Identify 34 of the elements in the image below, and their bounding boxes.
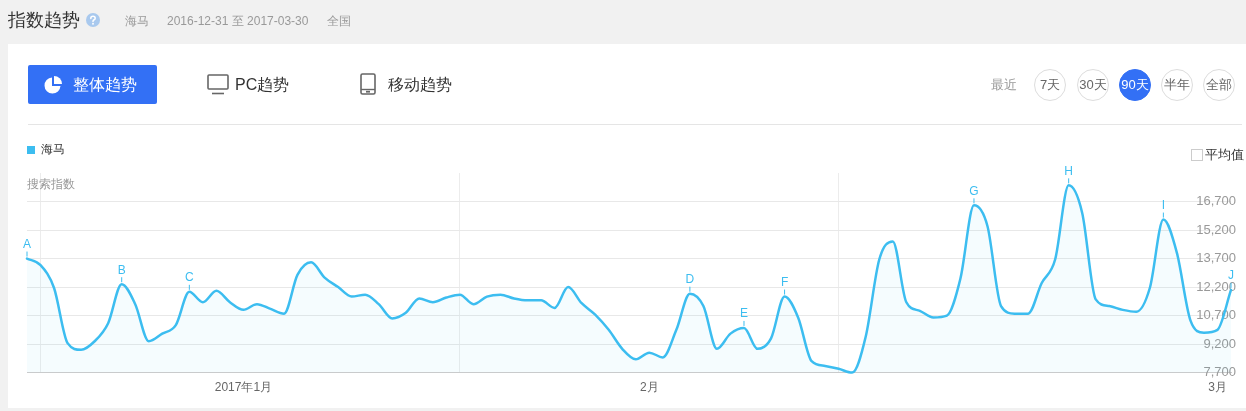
chart-subtitle: 2016-12-31 至 2017-03-30 (167, 14, 309, 28)
x-tick-label: 3月 (1208, 380, 1227, 395)
text: 90天 (1121, 77, 1149, 93)
text: 全部 (1206, 77, 1232, 93)
x-tick-label: 2017年1月 (214, 380, 273, 395)
annotation: I (1161, 197, 1166, 212)
y-tick-label: 15,200 (1196, 221, 1236, 237)
y-axis-title: 搜索指数 (27, 177, 75, 191)
text: 整体趋势 (73, 75, 137, 94)
text: 7天 (1039, 77, 1061, 93)
annotation: J (1228, 268, 1234, 283)
text: 半年 (1164, 77, 1190, 93)
y-tick-label: 16,700 (1196, 193, 1236, 209)
annotation: E (739, 306, 748, 321)
annotation: B (117, 262, 126, 277)
text: PC趋势 (235, 75, 290, 94)
text: 平均值 (1205, 147, 1244, 163)
annotation: A (22, 236, 32, 251)
y-tick-label: 13,700 (1196, 250, 1236, 266)
y-tick-label: 9,200 (1203, 335, 1236, 351)
legend-label: 海马 (41, 142, 65, 157)
annotation: H (1064, 163, 1073, 178)
y-tick-label: 7,700 (1203, 364, 1236, 380)
annotation: G (969, 183, 979, 198)
annotation: C (185, 270, 194, 285)
text: 全国 (327, 14, 351, 28)
annotation: D (685, 272, 695, 287)
x-tick-label: 2月 (639, 380, 659, 395)
chart-title: 指数趋势 (8, 9, 80, 32)
text: 海马 (125, 14, 149, 28)
text: 最近 (991, 77, 1017, 93)
text: 30天 (1079, 77, 1107, 93)
text: 移动趋势 (388, 75, 452, 94)
annotation: F (780, 274, 789, 289)
